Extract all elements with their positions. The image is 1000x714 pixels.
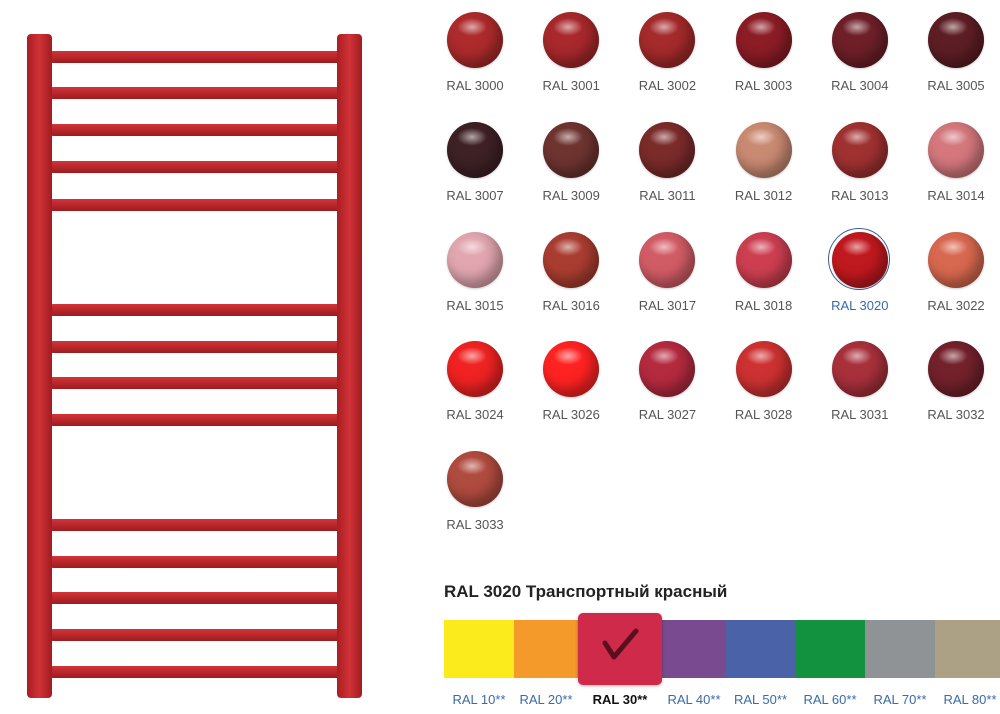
swatch-label[interactable]: RAL 3022 (927, 297, 985, 313)
color-swatch[interactable] (735, 341, 792, 398)
swatch-label[interactable]: RAL 3012 (734, 187, 793, 203)
color-swatch[interactable] (543, 12, 600, 68)
color-swatch[interactable] (543, 231, 600, 288)
color-swatch[interactable] (447, 121, 503, 178)
swatch-label[interactable]: RAL 3007 (446, 187, 504, 203)
color-swatch[interactable] (639, 341, 696, 398)
color-swatch[interactable] (639, 231, 696, 288)
swatch-label[interactable]: RAL 3026 (542, 407, 600, 423)
swatch-label[interactable]: RAL 3024 (446, 407, 504, 423)
tab-label[interactable]: RAL 10** (452, 692, 506, 707)
color-swatch[interactable] (831, 231, 888, 288)
color-swatch[interactable] (928, 121, 984, 178)
selected-ring (828, 228, 891, 291)
swatch-label[interactable]: RAL 3020 (831, 297, 889, 313)
tab-label[interactable]: RAL 70** (873, 692, 927, 707)
towel-rail-image (27, 34, 362, 698)
tab-label[interactable]: RAL 80** (943, 692, 997, 707)
swatch-label[interactable]: RAL 3001 (542, 78, 600, 93)
color-tab[interactable] (865, 620, 935, 678)
swatch-label[interactable]: RAL 3011 (639, 187, 696, 203)
tab-label[interactable]: RAL 30** (592, 692, 648, 707)
tab-label[interactable]: RAL 60** (803, 692, 857, 707)
color-tab[interactable] (935, 620, 1000, 678)
color-swatch[interactable] (447, 341, 503, 398)
selected-title: RAL 3020 Транспортный красный (444, 582, 728, 601)
color-swatch[interactable] (639, 121, 696, 178)
swatch-label[interactable]: RAL 3009 (542, 187, 600, 203)
color-swatch[interactable] (447, 451, 503, 508)
check-icon (602, 628, 639, 660)
swatch-label[interactable]: RAL 3027 (638, 407, 697, 423)
color-tab[interactable] (795, 620, 865, 678)
swatch-label[interactable]: RAL 3017 (638, 297, 697, 313)
tab-label[interactable]: RAL 20** (519, 692, 573, 707)
swatch-label[interactable]: RAL 3002 (638, 78, 697, 93)
swatch-label[interactable]: RAL 3003 (734, 78, 793, 93)
tab-label[interactable]: RAL 50** (734, 692, 787, 707)
swatch-label[interactable]: RAL 3016 (542, 297, 600, 313)
swatch-label[interactable]: RAL 3033 (446, 517, 504, 533)
tab-label[interactable]: RAL 40** (667, 692, 721, 707)
swatch-label[interactable]: RAL 3000 (446, 78, 504, 93)
color-swatch[interactable] (735, 12, 792, 68)
color-swatch[interactable] (928, 231, 984, 288)
color-tab[interactable] (578, 613, 662, 685)
color-swatch[interactable] (928, 341, 984, 398)
swatch-label[interactable]: RAL 3004 (831, 78, 889, 93)
color-swatch[interactable] (735, 121, 792, 178)
color-swatch[interactable] (447, 231, 503, 288)
swatch-label[interactable]: RAL 3015 (446, 297, 504, 313)
color-tab[interactable] (514, 620, 578, 678)
swatch-label[interactable]: RAL 3014 (927, 187, 985, 203)
color-swatch[interactable] (543, 121, 600, 178)
color-tab[interactable] (726, 620, 795, 678)
color-swatch[interactable] (831, 341, 888, 398)
swatch-label[interactable]: RAL 3032 (927, 407, 985, 423)
swatch-label[interactable]: RAL 3018 (734, 297, 793, 313)
color-swatch[interactable] (831, 12, 888, 68)
swatch-label[interactable]: RAL 3031 (831, 407, 889, 423)
color-tab[interactable] (662, 620, 726, 678)
color-swatch[interactable] (639, 12, 696, 68)
color-swatch[interactable] (831, 121, 888, 178)
color-tab[interactable] (444, 620, 514, 678)
color-swatch[interactable] (735, 231, 792, 288)
swatch-label[interactable]: RAL 3013 (831, 187, 889, 203)
color-swatch[interactable] (447, 12, 503, 68)
color-swatch[interactable] (543, 341, 600, 398)
color-swatch[interactable] (928, 12, 984, 68)
swatch-label[interactable]: RAL 3028 (734, 407, 793, 423)
swatch-label[interactable]: RAL 3005 (927, 78, 985, 93)
